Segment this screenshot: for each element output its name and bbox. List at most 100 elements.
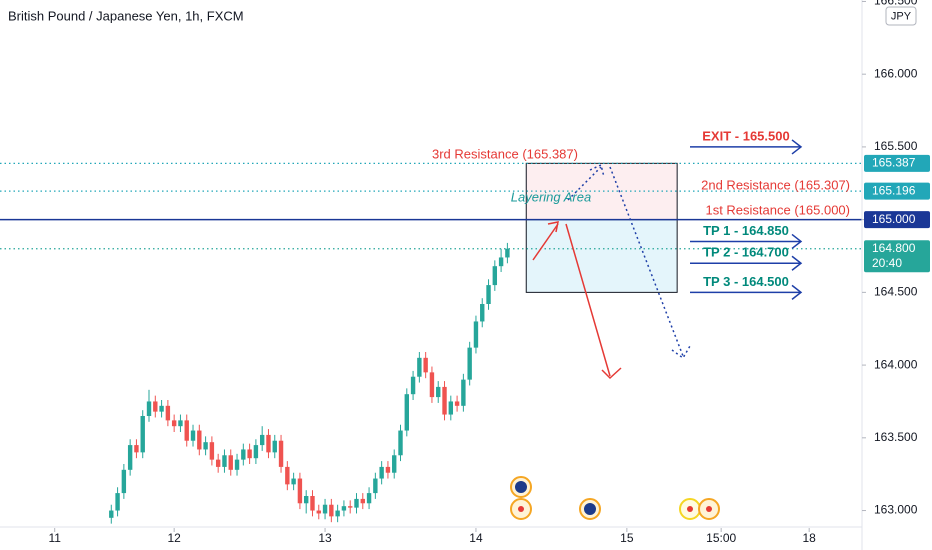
price-badge-label: 164.800 bbox=[872, 241, 916, 255]
y-tick-label: 164.500 bbox=[874, 285, 918, 299]
candle-body bbox=[348, 506, 353, 508]
candle-body bbox=[259, 434, 265, 446]
x-tick-label: 11 bbox=[48, 531, 61, 545]
candle-body bbox=[190, 430, 196, 441]
candle-body bbox=[247, 449, 252, 459]
dotted-arrow-head bbox=[589, 163, 605, 178]
event-dot bbox=[518, 506, 524, 512]
arrow-head bbox=[547, 221, 559, 233]
candle-body bbox=[234, 459, 240, 470]
candle-body bbox=[209, 442, 215, 460]
candle-body bbox=[505, 248, 510, 258]
candle-body bbox=[492, 266, 498, 286]
candle-body bbox=[467, 347, 472, 380]
price-badge bbox=[864, 240, 930, 273]
price-badge bbox=[864, 182, 930, 200]
candle-body bbox=[473, 321, 479, 348]
y-tick-label: 165.500 bbox=[874, 139, 918, 153]
dotted-arrow bbox=[609, 166, 684, 357]
candle-body bbox=[197, 430, 202, 450]
candle-body bbox=[178, 420, 183, 427]
zone bbox=[525, 219, 678, 293]
candle-body bbox=[423, 357, 428, 373]
candle-body bbox=[266, 434, 271, 453]
x-tick-label: 15 bbox=[620, 531, 634, 545]
x-tick-label: 15:00 bbox=[706, 531, 736, 545]
candle-body bbox=[134, 445, 139, 453]
candle-body bbox=[335, 510, 340, 517]
target-label: TP 1 - 164.850 bbox=[703, 223, 789, 238]
candle-body bbox=[222, 455, 227, 467]
candle-body bbox=[486, 285, 491, 304]
candle-body bbox=[385, 466, 391, 473]
annotation: 2nd Resistance (165.307) bbox=[701, 177, 850, 192]
candle-body bbox=[410, 376, 416, 395]
target-label: EXIT - 165.500 bbox=[702, 128, 789, 143]
y-tick-label: 163.500 bbox=[874, 430, 918, 444]
candle-body bbox=[285, 466, 290, 485]
event-flag bbox=[515, 481, 527, 493]
candle-body bbox=[291, 478, 296, 485]
currency-label: JPY bbox=[891, 10, 912, 22]
x-tick-label: 12 bbox=[167, 531, 181, 545]
candle-body bbox=[373, 478, 378, 494]
x-tick-label: 18 bbox=[803, 531, 817, 545]
candle-body bbox=[366, 493, 372, 504]
candle-body bbox=[448, 401, 454, 415]
annotation: Layering Area bbox=[511, 189, 591, 204]
currency-box bbox=[885, 6, 917, 26]
candle-body bbox=[297, 478, 303, 504]
candle-body bbox=[480, 304, 485, 322]
arrow bbox=[532, 223, 559, 261]
target-arrow-head bbox=[791, 139, 803, 155]
target-arrow-head bbox=[791, 255, 803, 271]
arrow-head bbox=[601, 367, 622, 380]
candle-body bbox=[241, 449, 246, 460]
candle-body bbox=[322, 504, 328, 514]
candle-body bbox=[303, 496, 309, 504]
event-dot bbox=[706, 506, 712, 512]
y-tick-label: 166.000 bbox=[874, 66, 918, 80]
candle-body bbox=[379, 466, 384, 479]
y-tick-label: 163.000 bbox=[874, 503, 918, 517]
price-badge bbox=[864, 154, 930, 172]
candle-body bbox=[127, 445, 133, 470]
candle-body bbox=[278, 440, 284, 467]
candle-body bbox=[404, 394, 409, 431]
target-label: TP 2 - 164.700 bbox=[703, 245, 789, 260]
candle-body bbox=[159, 405, 164, 412]
y-tick-label: 166.500 bbox=[874, 0, 918, 8]
candle-body bbox=[165, 405, 171, 421]
candle-body bbox=[253, 445, 259, 459]
candle-body bbox=[316, 510, 321, 514]
zone bbox=[525, 162, 678, 221]
candle-body bbox=[417, 357, 422, 377]
price-badge-label: 165.196 bbox=[872, 183, 916, 197]
candle-body bbox=[442, 386, 447, 415]
candle-body bbox=[341, 506, 347, 511]
candle-body bbox=[461, 379, 466, 406]
price-badge-label: 165.387 bbox=[872, 156, 916, 170]
candle-body bbox=[109, 510, 114, 518]
chart-title: British Pound / Japanese Yen, 1h, FXCM bbox=[8, 8, 244, 23]
candle-body bbox=[398, 430, 403, 456]
candle-body bbox=[498, 257, 504, 267]
arrow bbox=[565, 223, 611, 377]
candle-body bbox=[184, 420, 189, 441]
candle-body bbox=[171, 420, 177, 427]
candle-body bbox=[310, 496, 315, 511]
annotation: 3rd Resistance (165.387) bbox=[432, 146, 578, 161]
candle-body bbox=[121, 469, 127, 494]
plot-area bbox=[0, 162, 862, 524]
candle-body bbox=[146, 401, 152, 416]
candle-body bbox=[329, 504, 334, 517]
candle-body bbox=[436, 386, 441, 398]
price-badge bbox=[864, 211, 930, 229]
candle-body bbox=[140, 416, 145, 453]
price-badge-label: 165.000 bbox=[872, 212, 916, 226]
candle-body bbox=[272, 440, 277, 453]
candle-body bbox=[115, 493, 120, 511]
candle-body bbox=[429, 372, 435, 398]
